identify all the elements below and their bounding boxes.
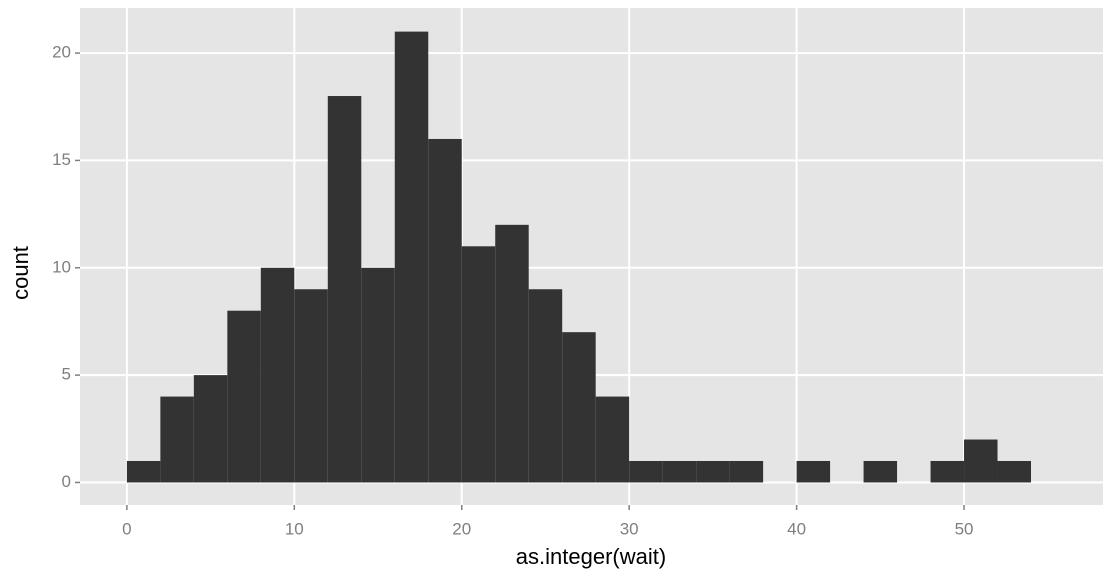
x-tick-label: 30 [620,519,639,538]
bar [528,289,563,483]
bar [327,96,362,483]
bar [495,224,529,483]
bar [863,460,898,483]
x-tick-label: 0 [122,519,131,538]
bar [964,439,998,483]
y-tick-label: 0 [62,472,71,491]
bars [126,31,1032,483]
bar [227,310,261,483]
x-tick-label: 20 [452,519,471,538]
x-axis-title: as.integer(wait) [516,544,666,569]
bar [428,138,462,483]
bar [361,267,395,483]
bar [930,460,965,483]
y-tick-label: 10 [52,257,71,276]
bar [629,460,663,483]
x-tick-label: 50 [955,519,974,538]
ticks: 0 5 10 15 20 0 10 20 30 40 50 [52,43,973,539]
bar [595,396,630,483]
bar [997,460,1032,483]
bar [193,375,228,483]
y-tick-label: 5 [62,365,71,384]
bar [461,246,496,483]
bar [260,267,295,483]
x-tick-label: 10 [285,519,304,538]
bar [662,460,697,483]
x-tick-label: 40 [787,519,806,538]
y-axis-title: count [8,246,33,300]
bar [160,396,194,483]
bar [729,460,764,483]
bar [696,460,730,483]
bar [294,289,328,483]
bar [126,460,161,483]
y-tick-label: 20 [52,43,71,62]
bar [394,31,429,483]
y-tick-label: 15 [52,150,71,169]
bar [562,332,596,483]
bar [796,460,831,483]
